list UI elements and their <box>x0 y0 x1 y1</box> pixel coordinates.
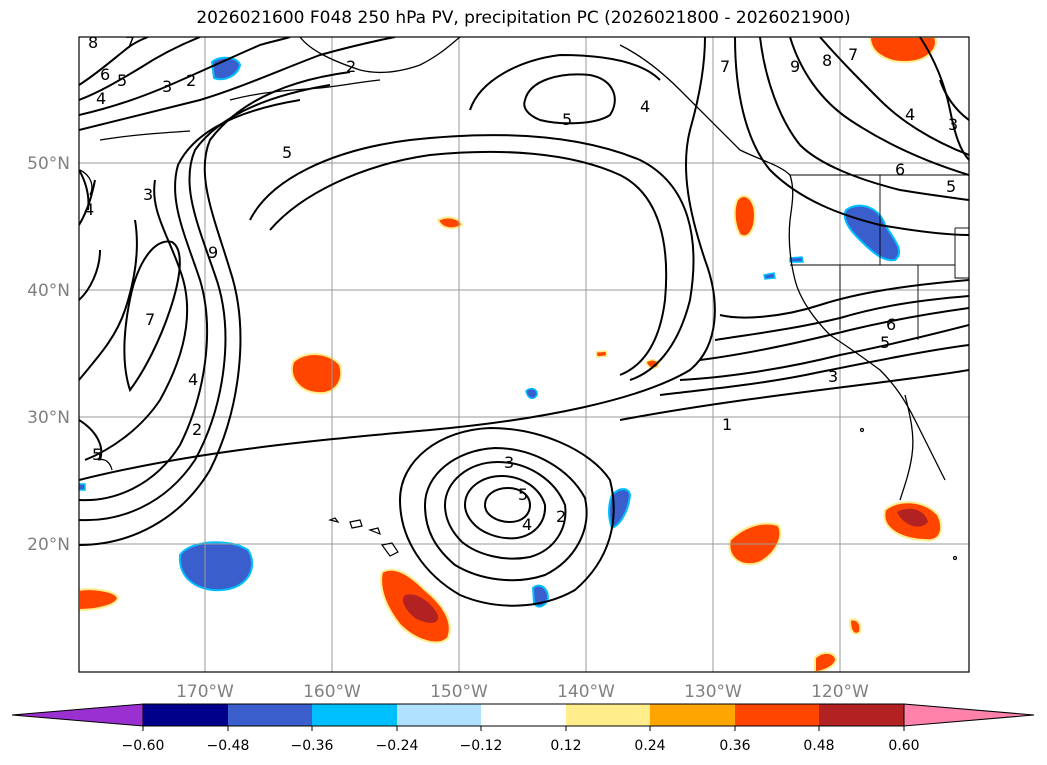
colorbar-tick-label: −0.12 <box>460 738 503 754</box>
lat-label: 40°N <box>27 281 70 301</box>
contour-label: 3 <box>162 77 172 96</box>
contour-label: 2 <box>556 507 566 526</box>
contour-label: 5 <box>92 445 102 464</box>
contour-label: 6 <box>100 65 110 84</box>
map-title: 2026021600 F048 250 hPa PV, precipitatio… <box>196 8 851 28</box>
contour-label: 4 <box>905 105 915 124</box>
latitude-labels: 50°N 40°N 30°N 20°N <box>27 154 70 555</box>
lon-label: 130°W <box>684 682 742 702</box>
precip-positive-area <box>848 618 862 635</box>
colorbar-tick-label: −0.60 <box>122 738 165 754</box>
contour-label: 9 <box>208 243 218 262</box>
contour-label: 6 <box>886 315 896 334</box>
precip-negative-area <box>79 483 86 491</box>
precip-negative-area <box>178 541 253 592</box>
colorbar-extend-min <box>11 703 144 727</box>
colorbar-tick-label: 0.60 <box>888 738 919 754</box>
colorbar-bin <box>143 704 228 726</box>
contour-label: 7 <box>720 57 730 76</box>
contour-label: 4 <box>96 89 106 108</box>
longitude-labels: 170°W 160°W 150°W 140°W 130°W 120°W <box>176 682 869 702</box>
precip-negative-area <box>763 272 776 280</box>
colorbar-tick-label: −0.48 <box>207 738 250 754</box>
precip-anomaly-shading <box>79 37 943 672</box>
contour-label: 2 <box>192 420 202 439</box>
pv-contours <box>79 37 969 607</box>
lon-label: 170°W <box>176 682 234 702</box>
contour-label-group: 8 7 6 5 4 3 2 5 4 3 2 5 4 7 9 8 7 4 3 6 … <box>84 33 958 534</box>
colorbar-tick-label: 0.12 <box>550 738 581 754</box>
lon-label: 150°W <box>430 682 488 702</box>
colorbar-bin <box>481 704 566 726</box>
lon-label: 120°W <box>811 682 869 702</box>
contour-label: 3 <box>948 115 958 134</box>
precip-positive-area <box>79 588 120 612</box>
contour-label: 4 <box>522 515 532 534</box>
precip-positive-area <box>733 195 757 238</box>
colorbar-tick-label: 0.36 <box>719 738 750 754</box>
contour-label: 5 <box>880 333 890 352</box>
contour-label: 8 <box>822 51 832 70</box>
precip-positive-area <box>290 353 343 395</box>
map-frame <box>78 36 970 673</box>
colorbar-bin <box>650 704 735 726</box>
colorbar-bin <box>735 704 819 726</box>
precip-positive-area <box>897 508 928 527</box>
contour-label: 7 <box>145 310 155 329</box>
contour-label: 5 <box>518 485 528 504</box>
colorbar-tick-label: 0.48 <box>803 738 834 754</box>
contour-label: 9 <box>790 57 800 76</box>
colorbar-bin <box>312 704 397 726</box>
colorbar-extend-max <box>903 703 1035 727</box>
colorbar-bin <box>228 704 312 726</box>
contour-label: 3 <box>828 367 838 386</box>
precip-positive-area <box>403 594 439 623</box>
islands <box>328 427 958 561</box>
colorbar-bin <box>566 704 650 726</box>
precip-negative-area <box>525 387 538 400</box>
precip-positive-area <box>868 37 937 64</box>
contour-label: 4 <box>84 200 94 219</box>
contour-label: 4 <box>640 97 650 116</box>
lat-label: 20°N <box>27 535 70 555</box>
contour-label: 5 <box>562 110 572 129</box>
contour-label: 2 <box>346 57 356 76</box>
precip-positive-area <box>595 350 608 358</box>
colorbar: −0.60 −0.48 −0.36 −0.24 −0.12 0.12 0.24 … <box>11 703 1035 754</box>
contour-label: 2 <box>186 71 196 90</box>
contour-label: 7 <box>848 45 858 64</box>
contour-label: 3 <box>504 453 514 472</box>
colorbar-tick-label: −0.24 <box>376 738 419 754</box>
precip-negative-area <box>789 256 804 263</box>
contour-label: 4 <box>188 370 198 389</box>
contour-label: 5 <box>117 71 127 90</box>
colorbar-bin <box>819 704 904 726</box>
colorbar-tick-label: −0.36 <box>291 738 334 754</box>
contour-label: 6 <box>895 160 905 179</box>
colorbar-tick-label: 0.24 <box>634 738 665 754</box>
contour-label: 7 <box>125 33 135 52</box>
lon-label: 160°W <box>303 682 361 702</box>
contour-label: 1 <box>722 415 732 434</box>
contour-label: 5 <box>282 143 292 162</box>
contour-label: 8 <box>88 33 98 52</box>
lat-label: 30°N <box>27 408 70 428</box>
lat-label: 50°N <box>27 154 70 174</box>
precip-positive-area <box>436 216 464 230</box>
contour-label: 5 <box>946 177 956 196</box>
contour-label: 3 <box>143 185 153 204</box>
lon-label: 140°W <box>557 682 615 702</box>
colorbar-bin <box>397 704 481 726</box>
